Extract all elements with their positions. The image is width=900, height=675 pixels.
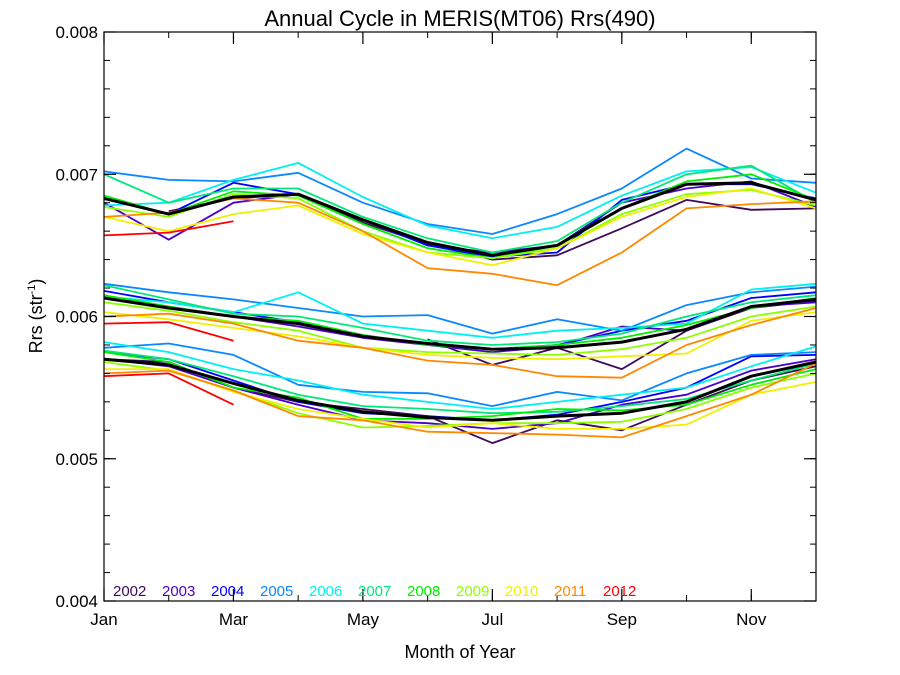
series-line-lower-mean: [103, 357, 817, 422]
x-tick-label: Mar: [219, 610, 249, 629]
plot-frame: [103, 31, 817, 602]
x-tick-label: Nov: [736, 610, 767, 629]
legend-item-2010: 2010: [505, 583, 538, 600]
legend-item-2011: 2011: [554, 583, 586, 600]
x-tick-label: Sep: [607, 610, 637, 629]
series-line-middle-2007: [103, 284, 817, 346]
y-axis-label: Rrs (str-1): [26, 279, 46, 354]
legend: 2002 2003 2004 2005 2006 2007 2008 2009 2010 2011…: [113, 583, 636, 600]
legend-item-2005: 2005: [260, 583, 293, 600]
legend-item-2007: 2007: [358, 583, 391, 600]
legend-item-2009: 2009: [456, 583, 489, 600]
y-tick-label: 0.006: [55, 308, 98, 327]
series-line-middle-2011: [103, 307, 817, 379]
series-line-upper-2010: [103, 187, 817, 267]
x-tick-label: May: [347, 610, 380, 629]
series-line-upper-2005: [103, 147, 817, 235]
series-line-middle-2009: [103, 301, 817, 356]
y-tick-label: 0.008: [55, 23, 98, 42]
y-axis-label-close: ): [26, 279, 46, 285]
y-axis-label-main: Rrs (str: [26, 294, 46, 353]
y-tick-label: 0.004: [55, 592, 98, 611]
series-line-lower-2006: [103, 341, 817, 410]
series-line-lower-2007: [103, 349, 817, 415]
y-tick-label: 0.007: [55, 165, 98, 184]
x-axis-label: Month of Year: [404, 642, 515, 662]
legend-item-2008: 2008: [407, 583, 440, 600]
series-line-upper-2006: [103, 161, 817, 240]
series-line-middle-mean: [103, 296, 817, 351]
series-line-middle-2012: [103, 321, 234, 342]
series-lines: [103, 147, 817, 445]
legend-item-2006: 2006: [309, 583, 342, 600]
series-line-upper-2007: [103, 164, 817, 254]
series-line-middle-2005: [103, 282, 817, 335]
axis-ticks: 0.004 0.005 0.006 0.007 0.008 Jan Mar May Jul Sep…: [55, 23, 817, 629]
x-tick-label: Jul: [481, 610, 503, 629]
series-line-lower-2012: [103, 372, 234, 406]
legend-item-2012: 2012: [603, 583, 636, 600]
x-tick-label: Jan: [90, 610, 117, 629]
y-tick-label: 0.005: [55, 450, 98, 469]
series-line-upper-2008: [103, 173, 817, 260]
legend-item-2003: 2003: [162, 583, 195, 600]
series-line-middle-2010: [103, 311, 817, 361]
chart-title: Annual Cycle in MERIS(MT06) Rrs(490): [264, 6, 655, 31]
series-line-lower-2011: [103, 362, 817, 439]
series-line-lower-2005: [103, 342, 817, 408]
legend-item-2004: 2004: [211, 583, 244, 600]
series-line-upper-mean: [103, 181, 817, 257]
series-line-upper-2012: [103, 220, 234, 237]
legend-item-2002: 2002: [113, 583, 146, 600]
series-line-upper-2009: [103, 188, 817, 260]
y-axis-label-sup: -1: [26, 285, 38, 295]
